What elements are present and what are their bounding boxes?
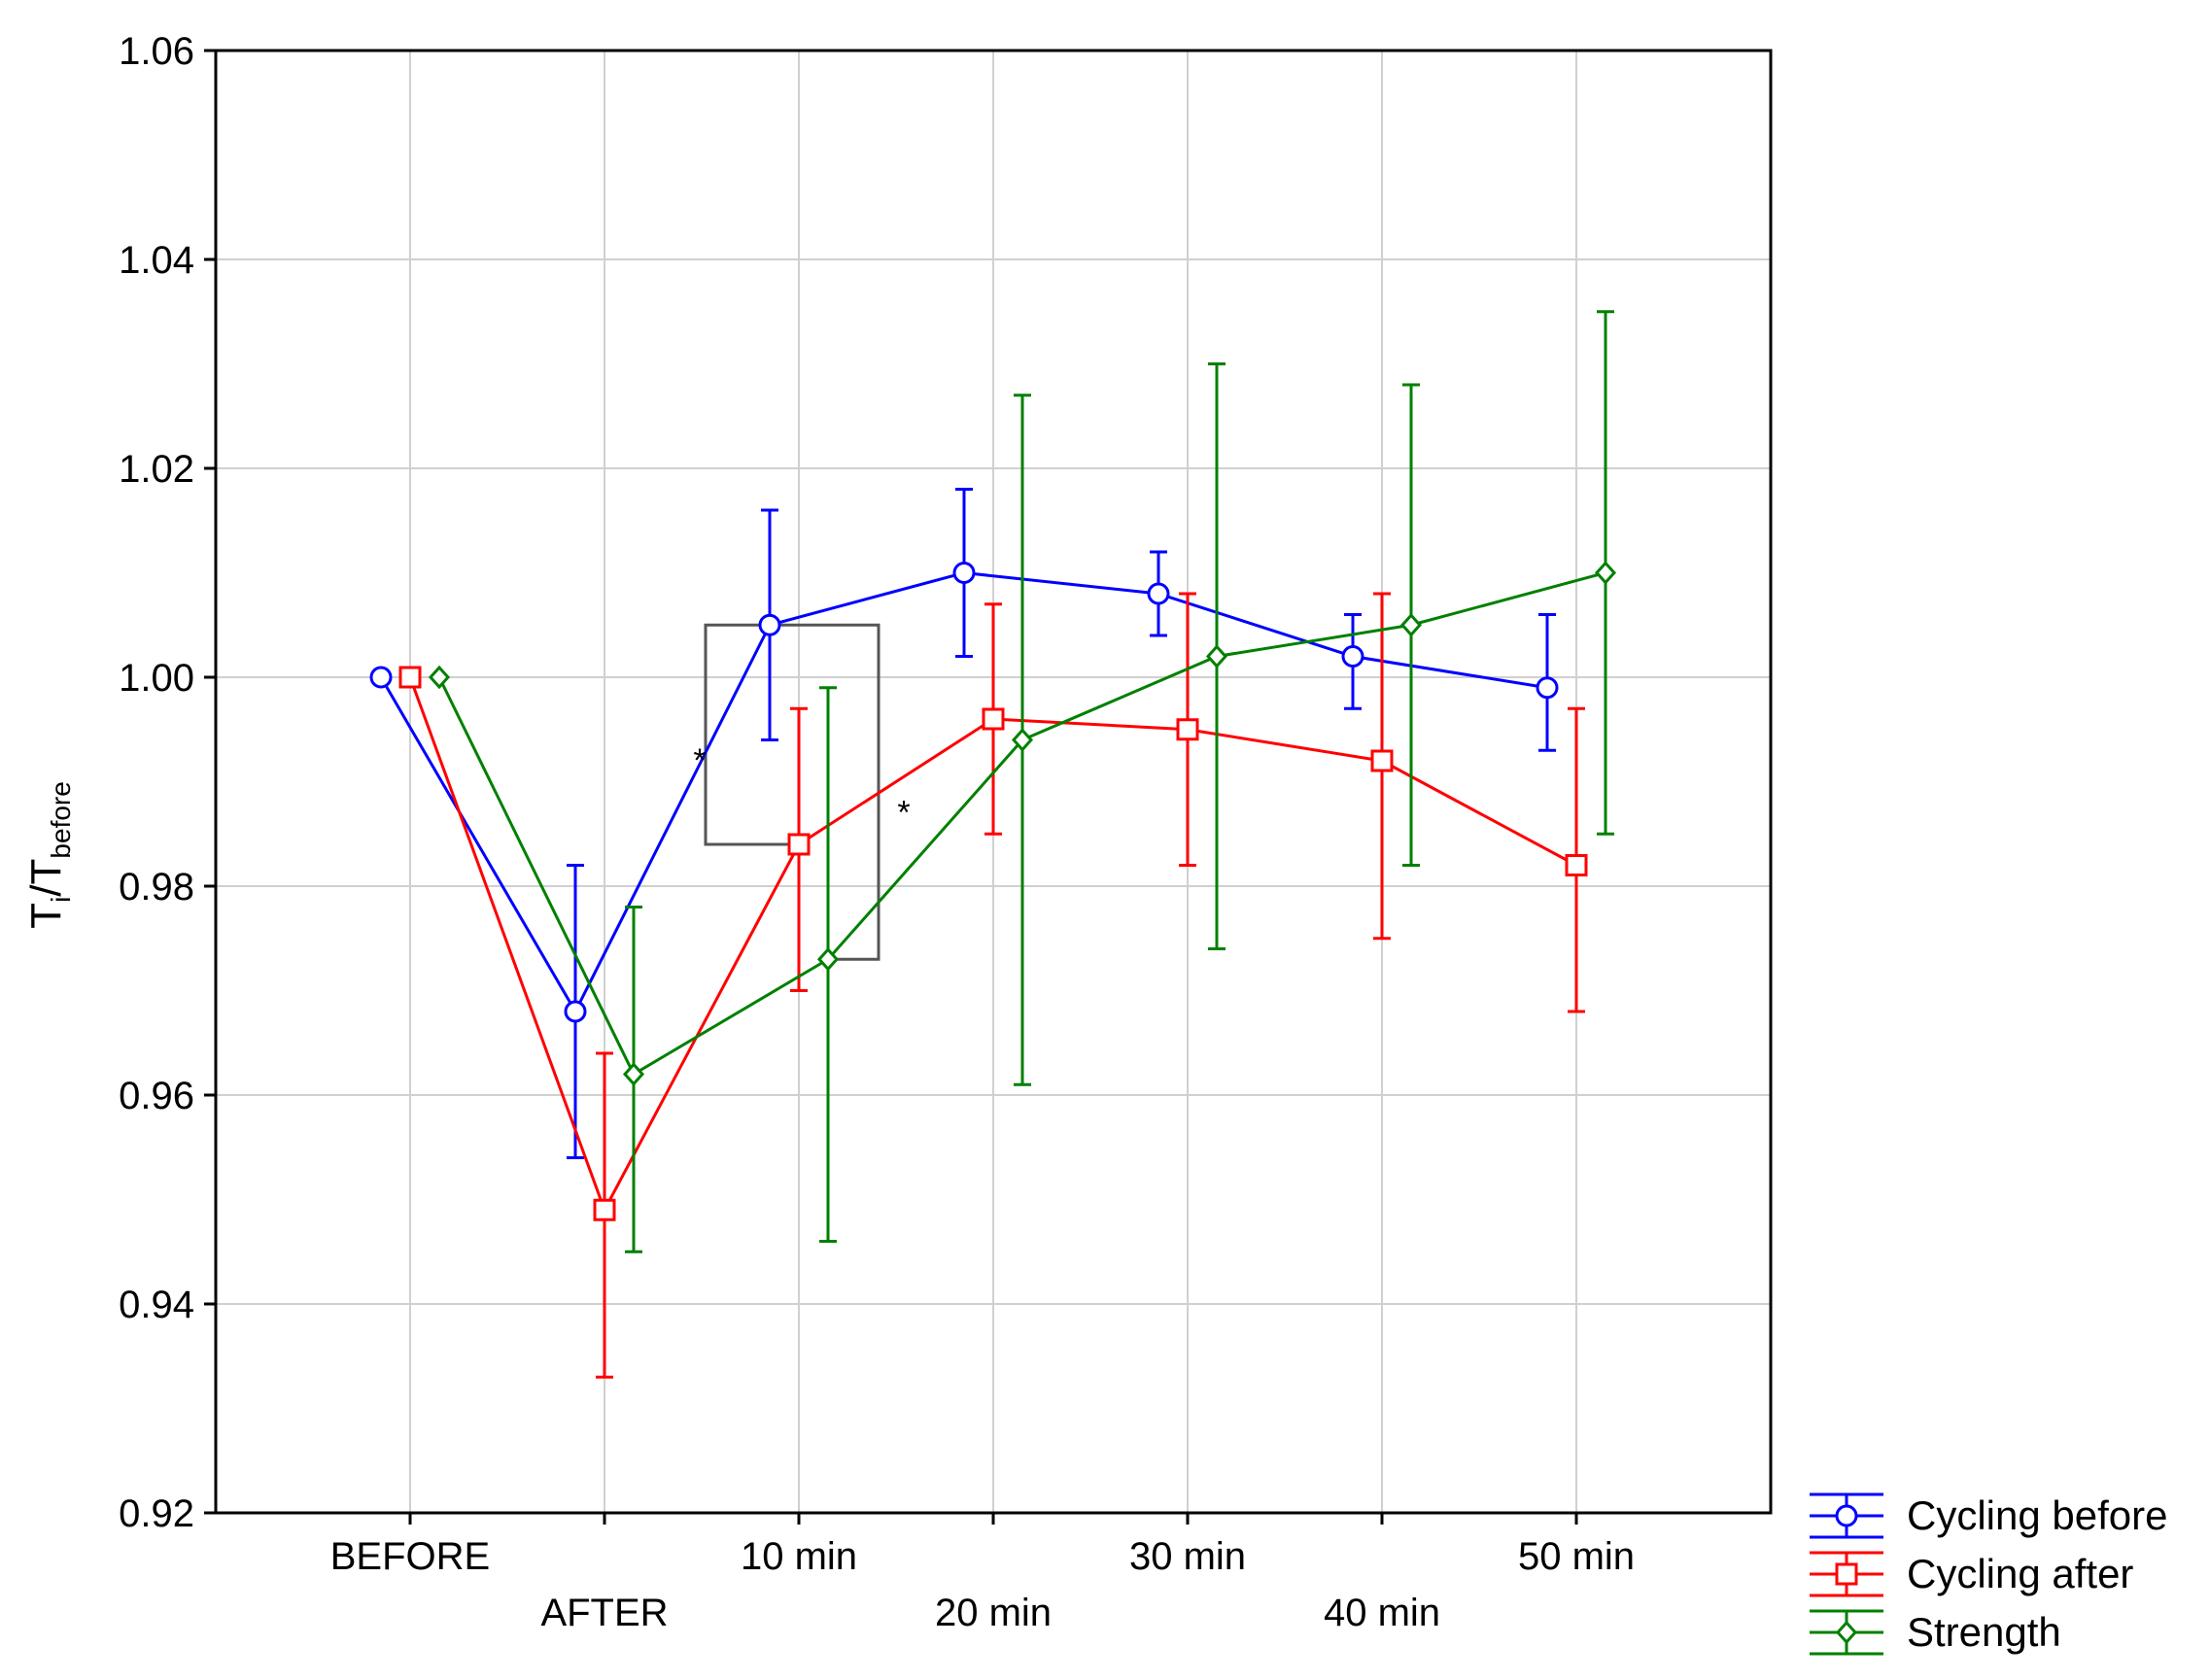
ylabel-sub2: before xyxy=(46,781,76,858)
legend-marker xyxy=(1835,1504,1858,1527)
legend-item: Strength xyxy=(1810,1609,2061,1656)
data-point xyxy=(622,1062,645,1086)
ylabel-sep: /T xyxy=(22,859,70,897)
data-point xyxy=(1370,749,1394,772)
ylabel-sub1: i xyxy=(46,897,76,903)
series-layer xyxy=(369,310,1617,1379)
y-tick-label: 0.96 xyxy=(119,1075,194,1117)
series-cycling-before xyxy=(369,488,1559,1159)
data-point xyxy=(952,562,976,584)
y-axis-ticks: 0.92 0.94 0.96 0.98 1.00 1.02 1.04 1.06 xyxy=(119,30,216,1535)
y-tick-label: 0.94 xyxy=(119,1284,194,1326)
data-point xyxy=(564,1000,587,1023)
ylabel-main: T xyxy=(22,903,70,929)
data-point xyxy=(758,613,781,636)
significance-brackets xyxy=(704,623,881,961)
legend-marker xyxy=(1835,1562,1858,1586)
y-axis-label: Ti/Tbefore xyxy=(22,781,76,929)
data-point xyxy=(1536,676,1559,700)
y-tick-label: 0.92 xyxy=(119,1492,194,1535)
data-point xyxy=(1176,718,1199,741)
x-tick-label: AFTER xyxy=(540,1592,668,1634)
data-point xyxy=(1594,561,1617,585)
y-tick-label: 1.04 xyxy=(119,239,194,282)
legend-marker xyxy=(1835,1620,1858,1645)
data-point xyxy=(816,947,840,972)
series-cycling-after xyxy=(398,592,1588,1379)
legend-label: Cycling after xyxy=(1907,1551,2133,1596)
data-point xyxy=(787,833,811,856)
data-point xyxy=(1011,728,1034,752)
data-point xyxy=(1205,644,1228,669)
data-point xyxy=(593,1198,616,1221)
data-point xyxy=(1565,854,1588,876)
significance-asterisk: * xyxy=(693,742,706,779)
x-tick-label: BEFORE xyxy=(330,1535,490,1578)
data-point xyxy=(1147,582,1170,605)
series-strength xyxy=(428,310,1617,1253)
y-tick-label: 0.98 xyxy=(119,866,194,909)
x-tick-label: 10 min xyxy=(741,1535,857,1578)
data-point xyxy=(1341,645,1364,668)
x-tick-label: 40 min xyxy=(1324,1592,1440,1634)
bracket-right xyxy=(770,623,881,961)
x-tick-label: 50 min xyxy=(1518,1535,1635,1578)
legend-item: Cycling before xyxy=(1810,1492,2167,1539)
x-tick-label: 30 min xyxy=(1129,1535,1246,1578)
annotations: ** xyxy=(693,742,910,832)
y-tick-label: 1.00 xyxy=(119,657,194,700)
data-point xyxy=(1399,613,1423,637)
data-point xyxy=(398,666,422,689)
legend-label: Strength xyxy=(1907,1609,2061,1655)
significance-asterisk: * xyxy=(897,795,910,832)
legend-item: Cycling after xyxy=(1810,1551,2133,1597)
data-point xyxy=(982,707,1005,731)
legend: Cycling before Cycling after Strength xyxy=(1810,1492,2167,1656)
data-point xyxy=(369,666,393,689)
x-axis-ticks: BEFORE AFTER 10 min 20 min 30 min 40 min 50 mi… xyxy=(330,1513,1635,1634)
y-tick-label: 1.02 xyxy=(119,448,194,491)
svg-text:Ti/Tbefore: Ti/Tbefore xyxy=(22,781,76,929)
y-tick-label: 1.06 xyxy=(119,30,194,73)
x-tick-label: 20 min xyxy=(935,1592,1052,1634)
legend-label: Cycling before xyxy=(1907,1492,2167,1538)
bracket-left xyxy=(704,623,799,846)
data-point xyxy=(428,665,451,690)
